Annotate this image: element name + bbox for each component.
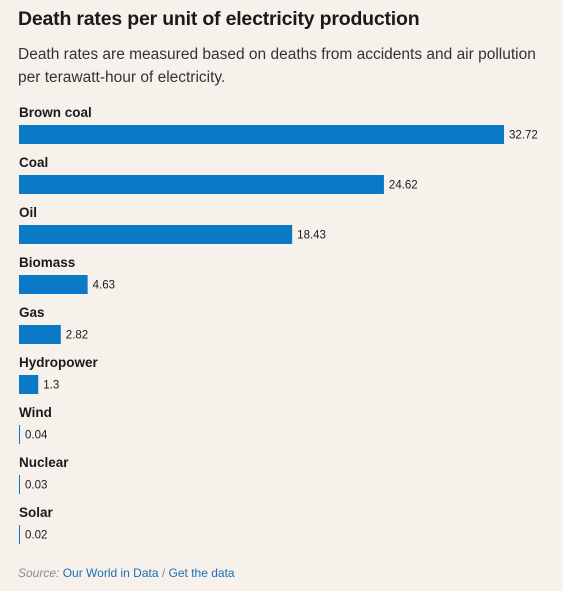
category-label-gas: Gas: [19, 305, 45, 320]
value-label-oil: 18.43: [297, 230, 326, 242]
category-label-wind: Wind: [19, 405, 52, 420]
bar-nuclear: [19, 475, 20, 494]
bar-chart: Brown coal 32.72 Coal 24.62 Oil 18.43 Biomass 4…: [19, 105, 538, 544]
bar-hydropower: [19, 375, 39, 394]
value-label-wind: 0.04: [25, 430, 48, 442]
bar-gas: [19, 325, 61, 344]
source-prefix: Source:: [18, 566, 60, 580]
category-label-biomass: Biomass: [19, 255, 75, 270]
bar-solar: [19, 525, 20, 544]
value-label-hydropower: 1.3: [43, 380, 59, 392]
chart-title: Death rates per unit of electricity prod…: [18, 8, 420, 30]
value-label-brown-coal: 32.72: [509, 130, 538, 142]
category-label-oil: Oil: [19, 205, 37, 220]
bar-coal: [19, 175, 384, 194]
value-label-nuclear: 0.03: [25, 480, 47, 492]
bar-wind: [19, 425, 20, 444]
bar-oil: [19, 225, 293, 244]
source-link-owid[interactable]: Our World in Data: [62, 566, 159, 580]
value-label-gas: 2.82: [66, 330, 88, 342]
source-line: Source: Our World in Data / Get the data: [18, 566, 235, 580]
bar-brown-coal: [19, 125, 504, 144]
bar-biomass: [19, 275, 88, 294]
category-label-solar: Solar: [19, 505, 54, 520]
category-label-coal: Coal: [19, 155, 48, 170]
value-label-solar: 0.02: [25, 530, 47, 542]
chart-subtitle: Death rates are measured based on deaths…: [18, 46, 536, 86]
source-separator: /: [161, 566, 166, 580]
get-data-link[interactable]: Get the data: [168, 566, 235, 580]
category-label-brown-coal: Brown coal: [19, 105, 92, 120]
value-label-coal: 24.62: [389, 180, 418, 192]
category-label-hydropower: Hydropower: [19, 355, 99, 370]
category-label-nuclear: Nuclear: [19, 455, 69, 470]
value-label-biomass: 4.63: [93, 280, 115, 292]
